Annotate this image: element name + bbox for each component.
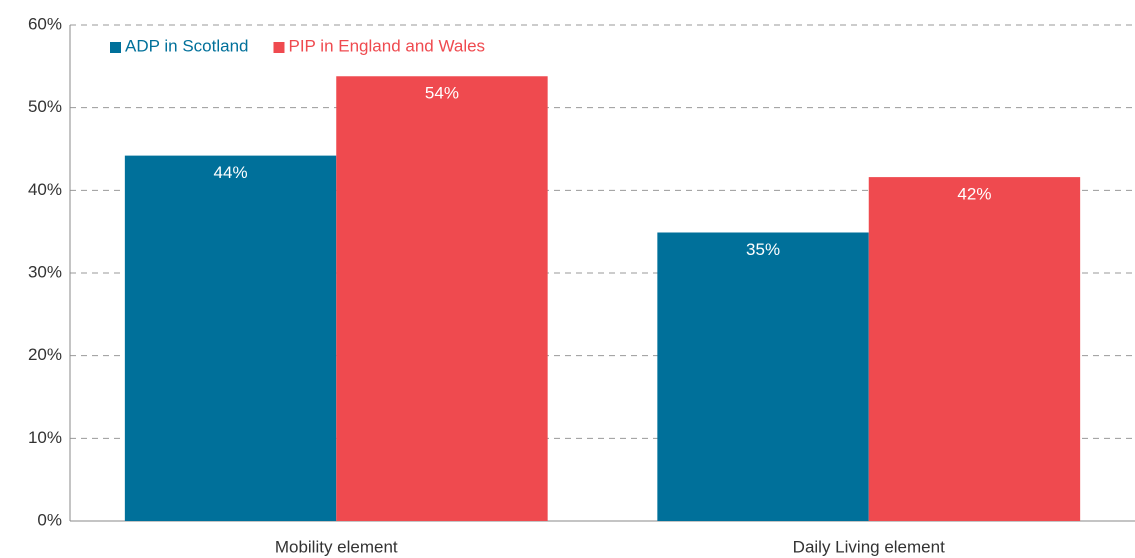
bar bbox=[124, 155, 337, 521]
legend-label: PIP in England and Wales bbox=[288, 36, 485, 55]
bar bbox=[336, 76, 548, 522]
y-tick-label: 40% bbox=[28, 180, 62, 199]
legend-swatch bbox=[273, 42, 285, 53]
bar bbox=[657, 232, 869, 521]
legend-swatch bbox=[110, 42, 121, 53]
x-tick-label: Mobility element bbox=[275, 537, 398, 556]
x-tick-label: Daily Living element bbox=[793, 537, 945, 556]
bar bbox=[868, 177, 1081, 521]
y-tick-label: 10% bbox=[28, 428, 62, 447]
data-label: 42% bbox=[957, 185, 991, 204]
data-label: 35% bbox=[746, 240, 780, 259]
y-tick-label: 0% bbox=[37, 510, 62, 529]
y-tick-label: 60% bbox=[28, 14, 62, 33]
data-label: 44% bbox=[214, 163, 248, 182]
data-label: 54% bbox=[425, 84, 459, 103]
legend-label: ADP in Scotland bbox=[125, 36, 248, 55]
y-tick-label: 30% bbox=[28, 262, 62, 281]
y-tick-label: 20% bbox=[28, 345, 62, 364]
y-tick-label: 50% bbox=[28, 97, 62, 116]
